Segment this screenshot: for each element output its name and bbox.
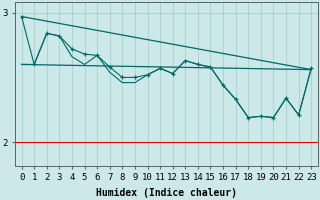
X-axis label: Humidex (Indice chaleur): Humidex (Indice chaleur): [96, 188, 237, 198]
